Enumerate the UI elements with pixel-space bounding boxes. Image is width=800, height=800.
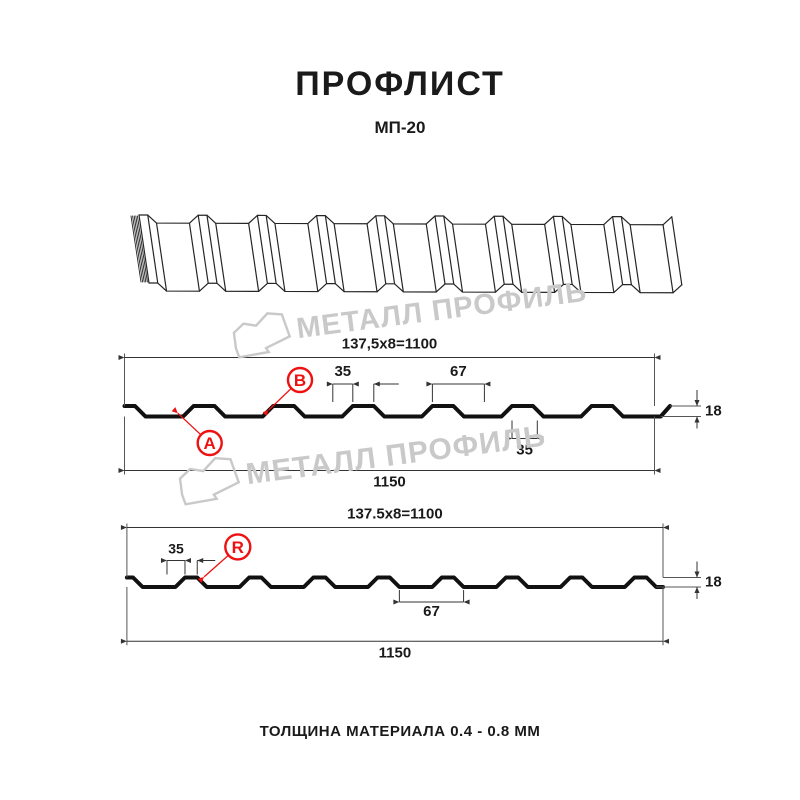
svg-text:35: 35 (168, 541, 184, 557)
svg-text:137,5x8=1100: 137,5x8=1100 (342, 336, 438, 353)
svg-text:1150: 1150 (379, 644, 412, 661)
svg-text:R: R (232, 538, 244, 557)
svg-text:1150: 1150 (373, 474, 406, 491)
svg-text:35: 35 (334, 363, 351, 380)
svg-text:18: 18 (705, 402, 722, 419)
svg-text:67: 67 (450, 363, 467, 380)
svg-text:18: 18 (705, 573, 722, 590)
svg-text:B: B (294, 371, 306, 390)
svg-text:67: 67 (423, 603, 440, 620)
svg-text:137.5x8=1100: 137.5x8=1100 (347, 506, 443, 523)
svg-text:A: A (204, 434, 216, 453)
